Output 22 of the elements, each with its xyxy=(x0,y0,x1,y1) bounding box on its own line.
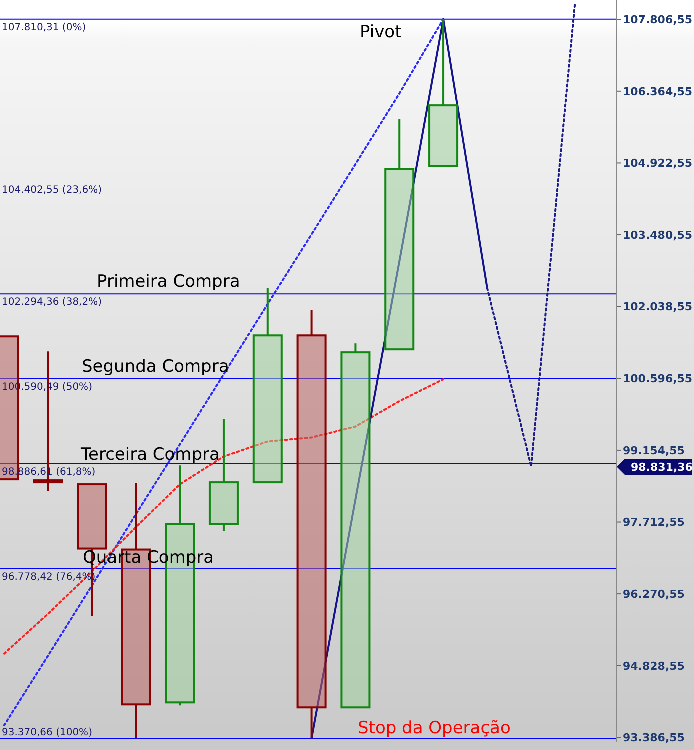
line-series xyxy=(3,378,445,655)
ref-line-label: 107.810,31 (0%) xyxy=(2,22,86,34)
annotation: Segunda Compra xyxy=(82,356,230,377)
annotation: 104.402,55 (23,6%) xyxy=(2,185,102,196)
ref-line-label: 93.370,66 (100%) xyxy=(2,727,93,738)
y-tick-label: 100.596,55 xyxy=(623,372,693,386)
candlestick xyxy=(296,309,327,740)
annotation: Primeira Compra xyxy=(97,272,240,292)
annotation: Pivot xyxy=(360,22,402,42)
y-tick-label: 107.806,55 xyxy=(623,14,693,26)
annotation: Terceira Compra xyxy=(80,444,220,465)
y-tick-label: 96.270,55 xyxy=(623,588,685,601)
y-tick-label: 102.038,55 xyxy=(623,300,693,314)
y-tick-label: 93.386,55 xyxy=(623,732,685,745)
y-tick-label: 97.712,55 xyxy=(623,516,685,530)
ref-line-label: 102.294,36 (38,2%) xyxy=(2,297,102,308)
y-tick-label: 106.364,55 xyxy=(623,85,693,98)
y-tick-label: 104.922,55 xyxy=(623,157,693,170)
annotation: Stop da Operação xyxy=(358,718,511,738)
y-tick-label: 99.154,55 xyxy=(623,444,685,458)
y-tick-label: 94.828,55 xyxy=(623,660,685,673)
y-tick-label: 103.480,55 xyxy=(623,228,693,242)
